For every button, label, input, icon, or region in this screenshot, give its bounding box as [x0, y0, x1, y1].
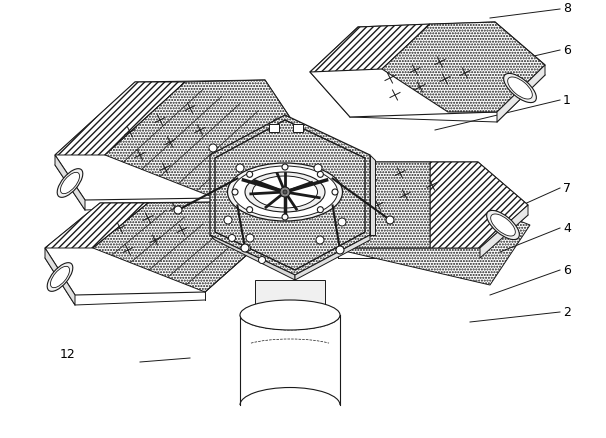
Ellipse shape: [50, 266, 70, 288]
Circle shape: [318, 171, 324, 177]
FancyBboxPatch shape: [269, 124, 279, 132]
Circle shape: [236, 164, 244, 172]
Polygon shape: [497, 65, 545, 122]
Circle shape: [283, 190, 287, 194]
Polygon shape: [295, 235, 370, 280]
Circle shape: [386, 216, 394, 224]
Circle shape: [174, 206, 182, 214]
Polygon shape: [93, 202, 258, 292]
Text: 6: 6: [563, 264, 571, 276]
Polygon shape: [210, 115, 370, 275]
Ellipse shape: [47, 263, 73, 291]
Text: 8: 8: [563, 3, 571, 15]
Ellipse shape: [504, 74, 536, 102]
Circle shape: [247, 207, 253, 213]
Polygon shape: [55, 82, 185, 155]
Circle shape: [338, 218, 346, 226]
Polygon shape: [105, 80, 295, 198]
Circle shape: [228, 234, 236, 241]
Circle shape: [318, 207, 324, 213]
Text: 4: 4: [563, 222, 571, 234]
Circle shape: [282, 214, 288, 220]
Polygon shape: [480, 205, 528, 258]
Polygon shape: [310, 24, 430, 72]
Polygon shape: [370, 155, 375, 235]
Ellipse shape: [245, 172, 325, 212]
Text: 12: 12: [60, 349, 76, 361]
Text: 2: 2: [563, 305, 571, 318]
Polygon shape: [295, 162, 528, 248]
Text: 6: 6: [563, 43, 571, 57]
Circle shape: [247, 171, 253, 177]
FancyBboxPatch shape: [293, 124, 303, 132]
Text: 7: 7: [563, 181, 571, 194]
Ellipse shape: [61, 172, 79, 194]
Polygon shape: [55, 80, 295, 200]
Circle shape: [316, 236, 324, 244]
Circle shape: [280, 187, 290, 197]
Ellipse shape: [487, 210, 519, 240]
Circle shape: [226, 161, 234, 169]
Circle shape: [332, 189, 338, 195]
Polygon shape: [45, 248, 75, 305]
Polygon shape: [45, 203, 148, 248]
Ellipse shape: [240, 300, 340, 330]
Circle shape: [209, 144, 217, 152]
Polygon shape: [305, 160, 530, 285]
Polygon shape: [255, 280, 325, 315]
Circle shape: [224, 216, 232, 224]
Circle shape: [259, 257, 265, 264]
Ellipse shape: [233, 166, 338, 218]
Polygon shape: [310, 22, 545, 117]
Circle shape: [282, 164, 288, 170]
Circle shape: [244, 244, 250, 251]
Circle shape: [246, 234, 254, 242]
Circle shape: [232, 189, 238, 195]
Polygon shape: [210, 235, 295, 280]
Circle shape: [314, 164, 322, 172]
Ellipse shape: [57, 169, 83, 198]
Circle shape: [241, 244, 249, 252]
Ellipse shape: [508, 77, 532, 99]
Polygon shape: [55, 155, 85, 210]
Circle shape: [336, 246, 344, 254]
Ellipse shape: [227, 163, 342, 221]
Polygon shape: [382, 22, 545, 112]
Ellipse shape: [491, 214, 515, 236]
Ellipse shape: [253, 176, 318, 208]
Text: 1: 1: [563, 93, 571, 106]
Polygon shape: [295, 162, 430, 248]
Polygon shape: [45, 202, 258, 295]
Polygon shape: [430, 162, 528, 248]
